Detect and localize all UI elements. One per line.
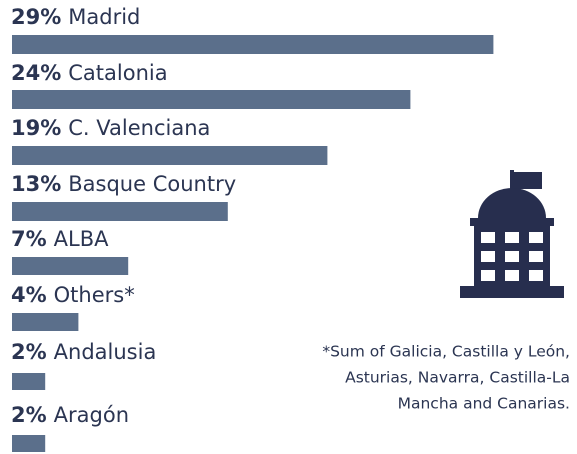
category-label: Andalusia bbox=[54, 340, 157, 364]
value-label: 2% bbox=[11, 340, 47, 364]
value-label: 2% bbox=[11, 403, 47, 427]
value-label: 4% bbox=[11, 283, 47, 307]
footnote: *Sum of Galicia, Castilla y León, bbox=[322, 343, 570, 361]
bar-label: 29% Madrid bbox=[11, 5, 140, 29]
value-label: 24% bbox=[11, 61, 61, 85]
bar-label: 24% Catalonia bbox=[11, 61, 168, 85]
category-label: Catalonia bbox=[68, 61, 167, 85]
value-label: 29% bbox=[11, 5, 61, 29]
category-label: Madrid bbox=[68, 5, 140, 29]
bar bbox=[12, 202, 228, 221]
bar-label: 2% Aragón bbox=[11, 403, 129, 427]
bar-label: 4% Others* bbox=[11, 283, 135, 307]
value-label: 13% bbox=[11, 172, 61, 196]
bar-label: 2% Andalusia bbox=[11, 340, 156, 364]
bar bbox=[12, 90, 411, 109]
bar bbox=[12, 373, 46, 390]
value-label: 19% bbox=[11, 116, 61, 140]
category-label: Aragón bbox=[54, 403, 129, 427]
building-icon bbox=[460, 170, 564, 298]
bar bbox=[12, 35, 494, 54]
footnote: Asturias, Navarra, Castilla-La bbox=[345, 369, 570, 387]
value-label: 7% bbox=[11, 227, 47, 251]
bar bbox=[12, 313, 79, 331]
category-label: Basque Country bbox=[68, 172, 236, 196]
bar bbox=[12, 435, 46, 452]
bar-label: 19% C. Valenciana bbox=[11, 116, 210, 140]
category-label: Others* bbox=[54, 283, 135, 307]
bar bbox=[12, 146, 328, 165]
bar-label: 7% ALBA bbox=[11, 227, 109, 251]
footnote: Mancha and Canarias. bbox=[398, 395, 570, 413]
category-label: ALBA bbox=[54, 227, 109, 251]
category-label: C. Valenciana bbox=[68, 116, 210, 140]
bar-label: 13% Basque Country bbox=[11, 172, 236, 196]
bar bbox=[12, 257, 129, 275]
